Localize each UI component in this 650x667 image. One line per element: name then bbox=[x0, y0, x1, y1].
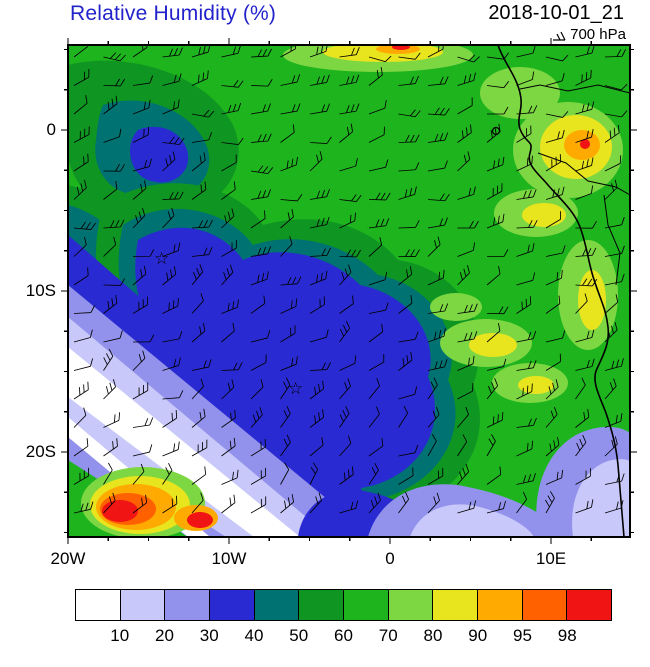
map-frame bbox=[67, 44, 631, 538]
colorbar-label: 95 bbox=[513, 626, 532, 645]
y-axis-label-0: 0 bbox=[46, 120, 56, 139]
colorbar-cell bbox=[165, 590, 211, 620]
colorbar-cell bbox=[567, 590, 612, 620]
colorbar-cell bbox=[388, 590, 434, 620]
colorbar-label: 50 bbox=[289, 626, 309, 645]
page-title: Relative Humidity (%) bbox=[70, 2, 277, 25]
colorbar-label: 10 bbox=[110, 626, 130, 645]
colorbar-label: 30 bbox=[199, 626, 219, 645]
colorbar-cell bbox=[522, 590, 568, 620]
valid-datetime: 2018-10-01_21 bbox=[488, 2, 624, 24]
star-marker-1: ☆ bbox=[154, 249, 169, 268]
wind-barbs-layer bbox=[73, 45, 628, 514]
colorbar-label: 98 bbox=[557, 626, 577, 645]
humidity-field: ☆ ☆ bbox=[68, 45, 630, 537]
y-axis-label-20s: 20S bbox=[25, 442, 56, 461]
island-marker bbox=[491, 126, 501, 136]
humidity-map: ☆ ☆ bbox=[61, 38, 637, 544]
map-clip-group: ☆ ☆ bbox=[68, 45, 630, 537]
star-marker-2: ☆ bbox=[288, 379, 303, 398]
x-axis-label-10w: 10W bbox=[211, 549, 247, 568]
x-axis-label-20w: 20W bbox=[50, 549, 86, 568]
colorbar-cell bbox=[120, 590, 166, 620]
colorbar-cell bbox=[478, 590, 523, 620]
colorbar-label: 70 bbox=[378, 626, 398, 645]
colorbar-label: 90 bbox=[468, 626, 488, 645]
colorbar-cells bbox=[76, 590, 612, 620]
colorbar-cell bbox=[299, 590, 345, 620]
wind-barb-icon bbox=[553, 31, 566, 41]
colorbar-labels: 10 20 30 40 50 60 70 80 90 95 98 bbox=[75, 626, 612, 648]
colorbar-label: 20 bbox=[155, 626, 174, 645]
colorbar-cell bbox=[433, 590, 479, 620]
colorbar-cell bbox=[76, 590, 121, 620]
colorbar-label: 60 bbox=[334, 626, 353, 645]
x-axis-label-10e: 10E bbox=[535, 549, 567, 568]
coastline bbox=[497, 45, 625, 537]
country-borders bbox=[519, 84, 630, 286]
y-axis-label-10s: 10S bbox=[25, 281, 56, 300]
pressure-level: 700 hPa bbox=[551, 26, 626, 43]
colorbar-cell bbox=[210, 590, 255, 620]
colorbar-cell bbox=[344, 590, 389, 620]
x-axis-label-0: 0 bbox=[385, 549, 395, 568]
colorbar bbox=[75, 589, 612, 621]
pressure-level-label: 700 hPa bbox=[570, 26, 626, 43]
colorbar-label: 80 bbox=[423, 626, 443, 645]
colorbar-cell bbox=[254, 590, 300, 620]
colorbar-label: 40 bbox=[244, 626, 264, 645]
